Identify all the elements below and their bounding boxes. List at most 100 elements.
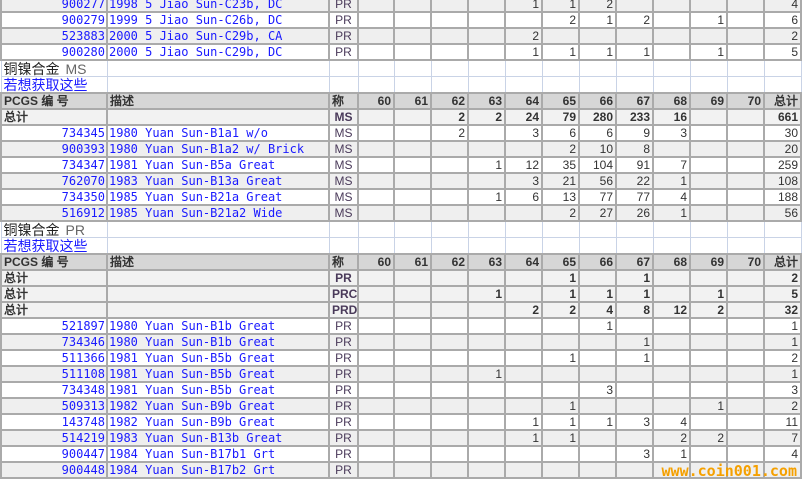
column-header[interactable]: 70 xyxy=(726,253,765,271)
coin-description-link[interactable]: 1980 Yuan Sun-B1b Great xyxy=(106,317,330,335)
grade-count-66: 1 xyxy=(578,11,617,29)
coin-description-link[interactable]: 1983 Yuan Sun-B13b Great xyxy=(106,429,330,447)
column-header[interactable]: 69 xyxy=(689,92,728,110)
column-header[interactable]: 总计 xyxy=(763,92,802,110)
coin-description-link[interactable]: 2000 5 Jiao Sun-C29b, CA xyxy=(106,27,330,45)
designation: MS xyxy=(328,140,359,158)
column-header[interactable]: 65 xyxy=(541,92,580,110)
coin-description-link[interactable]: 1980 Yuan Sun-B1a2 w/ Brick xyxy=(106,140,330,158)
coin-description-link[interactable]: 1984 Yuan Sun-B17b2 Grt xyxy=(106,461,330,479)
designation: MS xyxy=(328,124,359,142)
grade-count-62 xyxy=(430,445,469,463)
pcgs-number-link[interactable]: 511366 xyxy=(0,349,108,367)
coin-description-link[interactable]: 1980 Yuan Sun-B1a1 w/o xyxy=(106,124,330,142)
row-total: 2 xyxy=(763,27,802,45)
grade-count-65: 35 xyxy=(541,156,580,174)
grade-count-61 xyxy=(393,429,432,447)
column-header[interactable]: 61 xyxy=(393,253,432,271)
pcgs-number-link[interactable]: 900277 xyxy=(0,0,108,13)
coin-description-link[interactable]: 1985 Yuan Sun-B21a Great xyxy=(106,188,330,206)
pcgs-number-link[interactable]: 521897 xyxy=(0,317,108,335)
grade-count-68: 1 xyxy=(652,445,691,463)
empty-cell xyxy=(689,237,728,255)
pcgs-number-link[interactable]: 762070 xyxy=(0,172,108,190)
column-header[interactable]: 68 xyxy=(652,92,691,110)
grade-count-69 xyxy=(689,140,728,158)
pcgs-number-link[interactable]: 734347 xyxy=(0,156,108,174)
coin-description-link[interactable]: 1982 Yuan Sun-B9b Great xyxy=(106,413,330,431)
column-header[interactable]: 63 xyxy=(467,253,506,271)
column-header[interactable]: 称 xyxy=(328,253,359,271)
pcgs-number-link[interactable]: 523883 xyxy=(0,27,108,45)
empty-cell xyxy=(541,237,580,255)
column-header[interactable]: 68 xyxy=(652,253,691,271)
column-header[interactable]: 描述 xyxy=(106,253,330,271)
coin-description-link[interactable]: 1998 5 Jiao Sun-C23b, DC xyxy=(106,0,330,13)
coin-description-link[interactable]: 1982 Yuan Sun-B9b Great xyxy=(106,397,330,415)
pcgs-number-link[interactable]: 734345 xyxy=(0,124,108,142)
designation: PR xyxy=(328,445,359,463)
empty-cell xyxy=(726,237,765,255)
get-data-link[interactable]: 若想获取这些 xyxy=(0,76,108,94)
row-total: 5 xyxy=(763,285,802,303)
grade-count-70 xyxy=(726,140,765,158)
pcgs-number-link[interactable]: 734346 xyxy=(0,333,108,351)
column-header[interactable]: 66 xyxy=(578,253,617,271)
column-header[interactable]: PCGS 编 号 xyxy=(0,253,108,271)
row-total: 11 xyxy=(763,413,802,431)
pcgs-number-link[interactable]: 734348 xyxy=(0,381,108,399)
coin-description-link[interactable]: 1981 Yuan Sun-B5a Great xyxy=(106,156,330,174)
column-header[interactable]: 70 xyxy=(726,92,765,110)
coin-description-link[interactable]: 2000 5 Jiao Sun-C29b, DC xyxy=(106,43,330,61)
pcgs-number-link[interactable]: 900279 xyxy=(0,11,108,29)
pcgs-number-link[interactable]: 511108 xyxy=(0,365,108,383)
coin-description-link[interactable]: 1981 Yuan Sun-B5b Great xyxy=(106,365,330,383)
pcgs-number-link[interactable]: 734350 xyxy=(0,188,108,206)
column-header[interactable]: 描述 xyxy=(106,92,330,110)
column-header[interactable]: 66 xyxy=(578,92,617,110)
coin-description-link[interactable]: 1981 Yuan Sun-B5b Great xyxy=(106,381,330,399)
pcgs-number-link[interactable]: 900393 xyxy=(0,140,108,158)
grade-count-63 xyxy=(467,269,506,287)
grade-count-70 xyxy=(726,301,765,319)
column-header[interactable]: 64 xyxy=(504,92,543,110)
pcgs-number-link[interactable]: 900448 xyxy=(0,461,108,479)
column-header[interactable]: 63 xyxy=(467,92,506,110)
column-header[interactable]: 65 xyxy=(541,253,580,271)
table-row: 734348 1981 Yuan Sun-B5b Great PR 3 3 xyxy=(0,381,802,399)
grade-count-63: 1 xyxy=(467,365,506,383)
column-header[interactable]: 61 xyxy=(393,92,432,110)
pcgs-number-link[interactable]: 900280 xyxy=(0,43,108,61)
designation: PRC xyxy=(328,285,359,303)
grade-count-66: 1 xyxy=(578,413,617,431)
column-header[interactable]: 60 xyxy=(357,253,395,271)
grade-count-65: 79 xyxy=(541,108,580,126)
column-header[interactable]: 60 xyxy=(357,92,395,110)
column-header[interactable]: 总计 xyxy=(763,253,802,271)
grade-count-65: 1 xyxy=(541,0,580,13)
coin-description-link[interactable]: 1985 Yuan Sun-B21a2 Wide xyxy=(106,204,330,222)
coin-description-link[interactable]: 1999 5 Jiao Sun-C26b, DC xyxy=(106,11,330,29)
coin-description-link[interactable]: 1983 Yuan Sun-B13a Great xyxy=(106,172,330,190)
pcgs-number-link[interactable]: 900447 xyxy=(0,445,108,463)
pcgs-number-link[interactable]: 514219 xyxy=(0,429,108,447)
grade-count-64 xyxy=(504,140,543,158)
column-header[interactable]: 69 xyxy=(689,253,728,271)
grade-count-64: 1 xyxy=(504,429,543,447)
column-header[interactable]: PCGS 编 号 xyxy=(0,92,108,110)
get-data-link[interactable]: 若想获取这些 xyxy=(0,237,108,255)
grade-count-70 xyxy=(726,108,765,126)
column-header[interactable]: 67 xyxy=(615,92,654,110)
column-header[interactable]: 67 xyxy=(615,253,654,271)
column-header[interactable]: 62 xyxy=(430,253,469,271)
pcgs-number-link[interactable]: 516912 xyxy=(0,204,108,222)
column-header[interactable]: 称 xyxy=(328,92,359,110)
coin-description-link[interactable]: 1981 Yuan Sun-B5b Great xyxy=(106,349,330,367)
pcgs-number-link[interactable]: 143748 xyxy=(0,413,108,431)
coin-description-link[interactable]: 1984 Yuan Sun-B17b1 Grt xyxy=(106,445,330,463)
column-header[interactable]: 64 xyxy=(504,253,543,271)
column-header[interactable]: 62 xyxy=(430,92,469,110)
coin-description-link[interactable]: 1980 Yuan Sun-B1b Great xyxy=(106,333,330,351)
pcgs-number-link[interactable]: 509313 xyxy=(0,397,108,415)
empty-cell xyxy=(726,59,765,77)
